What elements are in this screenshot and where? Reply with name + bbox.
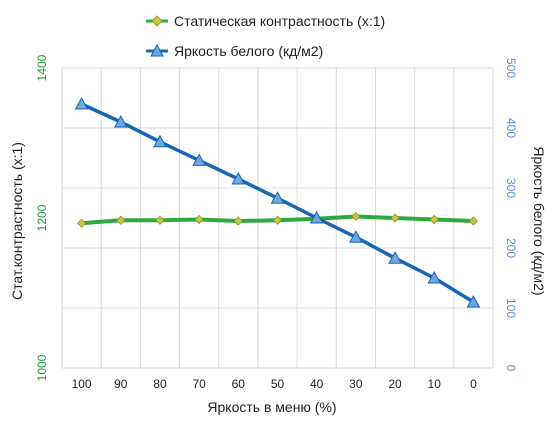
x-tick-label: 80 <box>153 377 167 391</box>
x-tick-label: 90 <box>114 377 128 391</box>
y-right-tick-label: 100 <box>504 298 518 318</box>
data-point-contrast <box>194 214 204 225</box>
y-left-tick-label: 1000 <box>35 354 49 381</box>
data-point-contrast <box>155 215 165 225</box>
x-tick-label: 50 <box>271 377 285 391</box>
data-point-brightness <box>231 171 246 185</box>
x-axis-title: Яркость в меню (%) <box>207 399 336 415</box>
x-tick-label: 20 <box>388 377 402 391</box>
data-point-contrast <box>429 214 439 225</box>
data-point-brightness <box>427 270 442 284</box>
data-point-contrast <box>468 216 478 226</box>
y-axis-left-title: Стат.контрастность (x:1) <box>9 142 25 300</box>
y-right-tick-label: 400 <box>504 118 518 138</box>
x-tick-label: 10 <box>428 377 442 391</box>
x-tick-label: 0 <box>470 377 477 391</box>
x-tick-label: 40 <box>310 377 324 391</box>
data-point-brightness <box>388 251 402 264</box>
y-right-tick-label: 300 <box>504 178 518 198</box>
data-point-contrast <box>77 218 87 228</box>
data-point-contrast <box>272 215 283 225</box>
data-point-contrast <box>116 215 126 225</box>
axes: 100 90 80 70 60 50 40 30 20 10 0100012001400010020… <box>35 54 518 391</box>
x-tick-label: 60 <box>232 377 246 391</box>
y-right-tick-label: 0 <box>504 365 518 372</box>
x-tick-label: 30 <box>349 377 363 391</box>
x-tick-label: 100 <box>72 377 92 391</box>
y-right-tick-label: 200 <box>504 238 518 258</box>
y-left-tick-label: 1200 <box>35 204 49 231</box>
data-point-brightness <box>466 294 481 308</box>
data-point-brightness <box>113 114 128 128</box>
legend-label-contrast: Статическая контрастность (x:1) <box>174 13 385 29</box>
data-point-brightness <box>74 96 89 110</box>
data-point-brightness <box>349 230 363 243</box>
data-point-contrast <box>233 216 243 226</box>
data-point-brightness <box>192 153 206 166</box>
y-left-tick-label: 1400 <box>35 54 49 81</box>
legend-label-brightness: Яркость белого (кд/м2) <box>174 43 323 59</box>
y-right-tick-label: 500 <box>504 58 518 78</box>
series-layer <box>74 96 481 308</box>
data-point-brightness <box>153 134 167 148</box>
data-point-contrast <box>351 211 361 222</box>
legend-marker-brightness <box>150 43 164 57</box>
legend-item-brightness: Яркость белого (кд/м2) <box>146 43 323 59</box>
x-tick-label: 70 <box>192 377 206 391</box>
data-point-brightness <box>309 210 324 224</box>
legend: Статическая контрастность (x:1) Яркость … <box>146 13 385 59</box>
legend-item-contrast: Статическая контрастность (x:1) <box>146 13 385 29</box>
legend-marker-contrast <box>151 15 163 27</box>
data-point-contrast <box>390 213 400 223</box>
y-axis-right-title: Яркость белого (кд/м2) <box>531 146 547 295</box>
grid <box>61 67 494 369</box>
data-point-brightness <box>270 191 285 204</box>
